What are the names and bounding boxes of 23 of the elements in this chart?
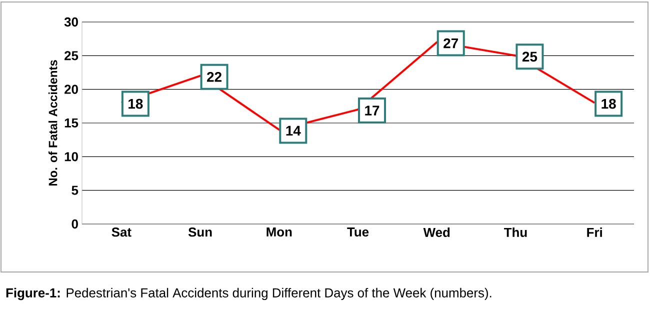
- data-label: 22: [207, 72, 222, 82]
- x-tick-label: Thu: [504, 228, 527, 238]
- text: Figure-1: Pedestrian's Fatal Accidents during Different Days of the Week (numbers).: [6, 288, 492, 300]
- y-tick-label: 20: [64, 84, 78, 94]
- x-tick-label: Wed: [423, 228, 450, 238]
- x-tick-label: Mon: [266, 228, 292, 237]
- y-tick-label: 10: [64, 152, 78, 162]
- y-tick-label: 5: [72, 186, 78, 195]
- data-label: 18: [128, 98, 143, 109]
- y-tick-label: 30: [64, 17, 78, 27]
- y-tick-label: 0: [72, 219, 78, 229]
- data-label: 25: [522, 52, 538, 62]
- x-tick-label: Sun: [188, 228, 212, 237]
- data-label: 18: [602, 98, 616, 109]
- y-axis-title: No. of Fatal Accidents: [48, 60, 58, 186]
- x-tick-label: Sat: [112, 228, 132, 237]
- data-label: 17: [365, 106, 380, 116]
- x-tick-label: Tue: [347, 228, 369, 237]
- y-tick-label: 25: [64, 51, 78, 60]
- y-tick-label: 15: [64, 118, 78, 128]
- x-tick-label: Fri: [587, 228, 602, 237]
- data-label: 27: [444, 38, 458, 48]
- data-label: 14: [286, 126, 301, 136]
